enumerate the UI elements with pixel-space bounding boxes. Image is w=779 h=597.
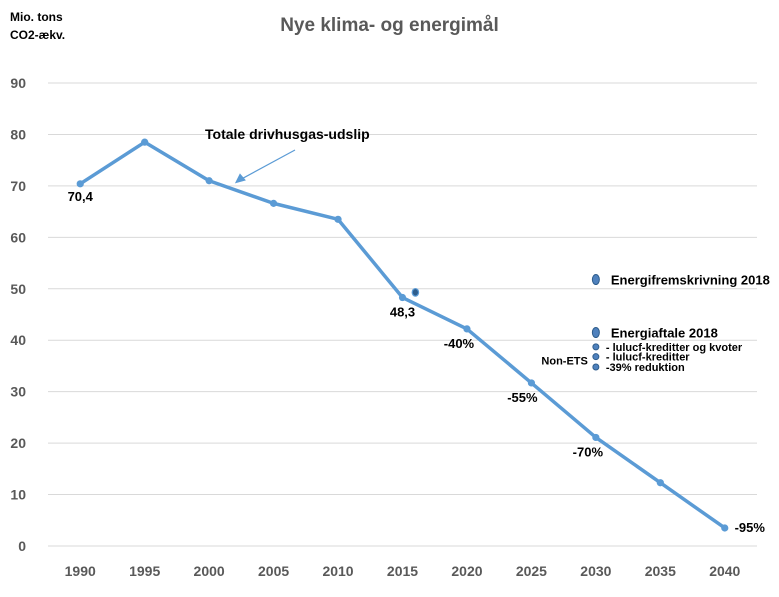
data-label-2015: 48,3	[390, 305, 415, 320]
data-point-2005	[269, 199, 278, 207]
annotation-label: Totale drivhusgas-udslip	[205, 126, 370, 142]
series-layer	[76, 138, 729, 532]
data-label-2040: -95%	[735, 520, 766, 535]
annotation-arrowhead	[234, 173, 246, 184]
x-tick-label-2005: 2005	[258, 563, 289, 579]
data-point-2015	[398, 293, 407, 302]
x-tick-label-2020: 2020	[451, 563, 482, 579]
data-point-2035	[656, 479, 664, 487]
marker-2030-2	[592, 343, 600, 351]
extra-point-0	[411, 287, 420, 297]
marker-2030-label-0: Energifremskrivning 2018	[611, 273, 770, 288]
data-point-2040	[721, 524, 729, 532]
y-tick-label-80: 80	[10, 126, 26, 142]
data-label-2030: -70%	[573, 444, 604, 459]
y-unit-label-line2: CO2-ækv.	[10, 28, 66, 42]
marker-2030-1	[591, 327, 600, 339]
data-labels: 70,4 48,3 -40% -55% -70% -95%	[68, 189, 766, 535]
x-tick-label-2040: 2040	[709, 563, 740, 579]
data-label-2025: -55%	[507, 390, 538, 405]
x-tick-label-2015: 2015	[387, 563, 418, 579]
y-tick-label-20: 20	[10, 435, 26, 451]
marker-2030-label-4: -39% reduktion	[606, 362, 685, 374]
y-axis: 0 10 20 30 40 50 60 70 80 90	[10, 75, 26, 554]
x-tick-label-1995: 1995	[129, 563, 160, 579]
annotation-arrow-line	[240, 149, 296, 180]
y-unit-label-line1: Mio. tons	[10, 10, 63, 24]
y-tick-label-90: 90	[10, 75, 26, 91]
marker-2030-label-3: - lulucf-kreditter	[606, 352, 690, 364]
marker-2030-label-1: Energiaftale 2018	[611, 326, 718, 341]
data-point-2025	[527, 379, 536, 387]
annotation-layer: Totale drivhusgas-udslip Energifremskrivn…	[205, 126, 770, 374]
y-tick-label-10: 10	[10, 487, 26, 503]
chart-title: Nye klima- og energimål	[280, 15, 499, 36]
data-point-2030	[592, 433, 600, 442]
data-point-2010	[334, 215, 342, 223]
data-point-2020	[463, 325, 471, 333]
data-point-2000	[205, 177, 213, 185]
data-label-2020: -40%	[444, 336, 475, 351]
y-tick-label-40: 40	[10, 332, 26, 348]
non-ets-label: Non-ETS	[541, 355, 587, 367]
y-tick-label-0: 0	[18, 538, 26, 554]
x-tick-label-2000: 2000	[194, 563, 225, 579]
data-point-1990	[76, 180, 84, 188]
y-tick-label-60: 60	[10, 229, 26, 245]
gridlines	[48, 82, 757, 547]
x-axis: 1990 1995 2000 2005 2010 2015 2020 2025 2030 2035…	[65, 563, 741, 579]
y-tick-label-30: 30	[10, 384, 26, 400]
marker-2030-0	[591, 274, 600, 286]
data-label-1990: 70,4	[68, 189, 94, 204]
marker-2030-label-2: - lulucf-kreditter og kvoter	[606, 342, 743, 354]
x-tick-label-2010: 2010	[322, 563, 353, 579]
x-tick-label-2025: 2025	[516, 563, 547, 579]
marker-2030-3	[592, 353, 600, 361]
x-tick-label-2035: 2035	[645, 563, 676, 579]
y-tick-label-50: 50	[10, 281, 26, 297]
x-tick-label-1990: 1990	[65, 563, 96, 579]
data-point-1995	[141, 138, 149, 146]
x-tick-label-2030: 2030	[580, 563, 611, 579]
marker-2030-4	[592, 363, 600, 371]
y-tick-label-70: 70	[10, 178, 26, 194]
